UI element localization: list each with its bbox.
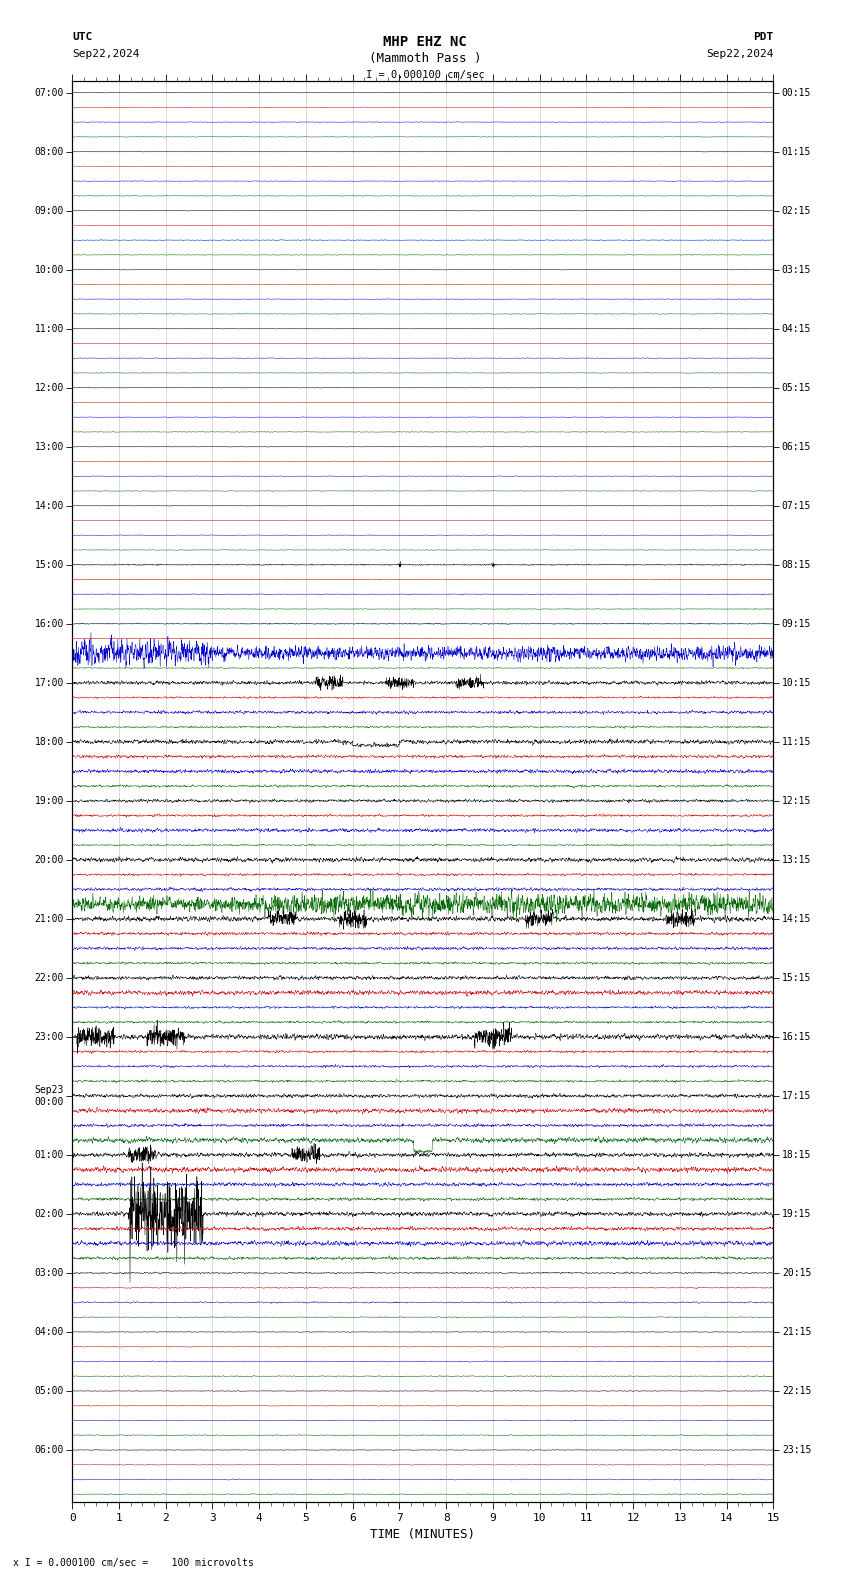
Text: MHP EHZ NC: MHP EHZ NC	[383, 35, 467, 49]
Text: Sep22,2024: Sep22,2024	[72, 49, 139, 59]
Text: Sep22,2024: Sep22,2024	[706, 49, 774, 59]
Text: I = 0.000100 cm/sec: I = 0.000100 cm/sec	[366, 70, 484, 79]
Text: UTC: UTC	[72, 32, 93, 41]
Text: PDT: PDT	[753, 32, 774, 41]
X-axis label: TIME (MINUTES): TIME (MINUTES)	[371, 1527, 475, 1541]
Text: x I = 0.000100 cm/sec =    100 microvolts: x I = 0.000100 cm/sec = 100 microvolts	[13, 1559, 253, 1568]
Text: (Mammoth Pass ): (Mammoth Pass )	[369, 52, 481, 65]
